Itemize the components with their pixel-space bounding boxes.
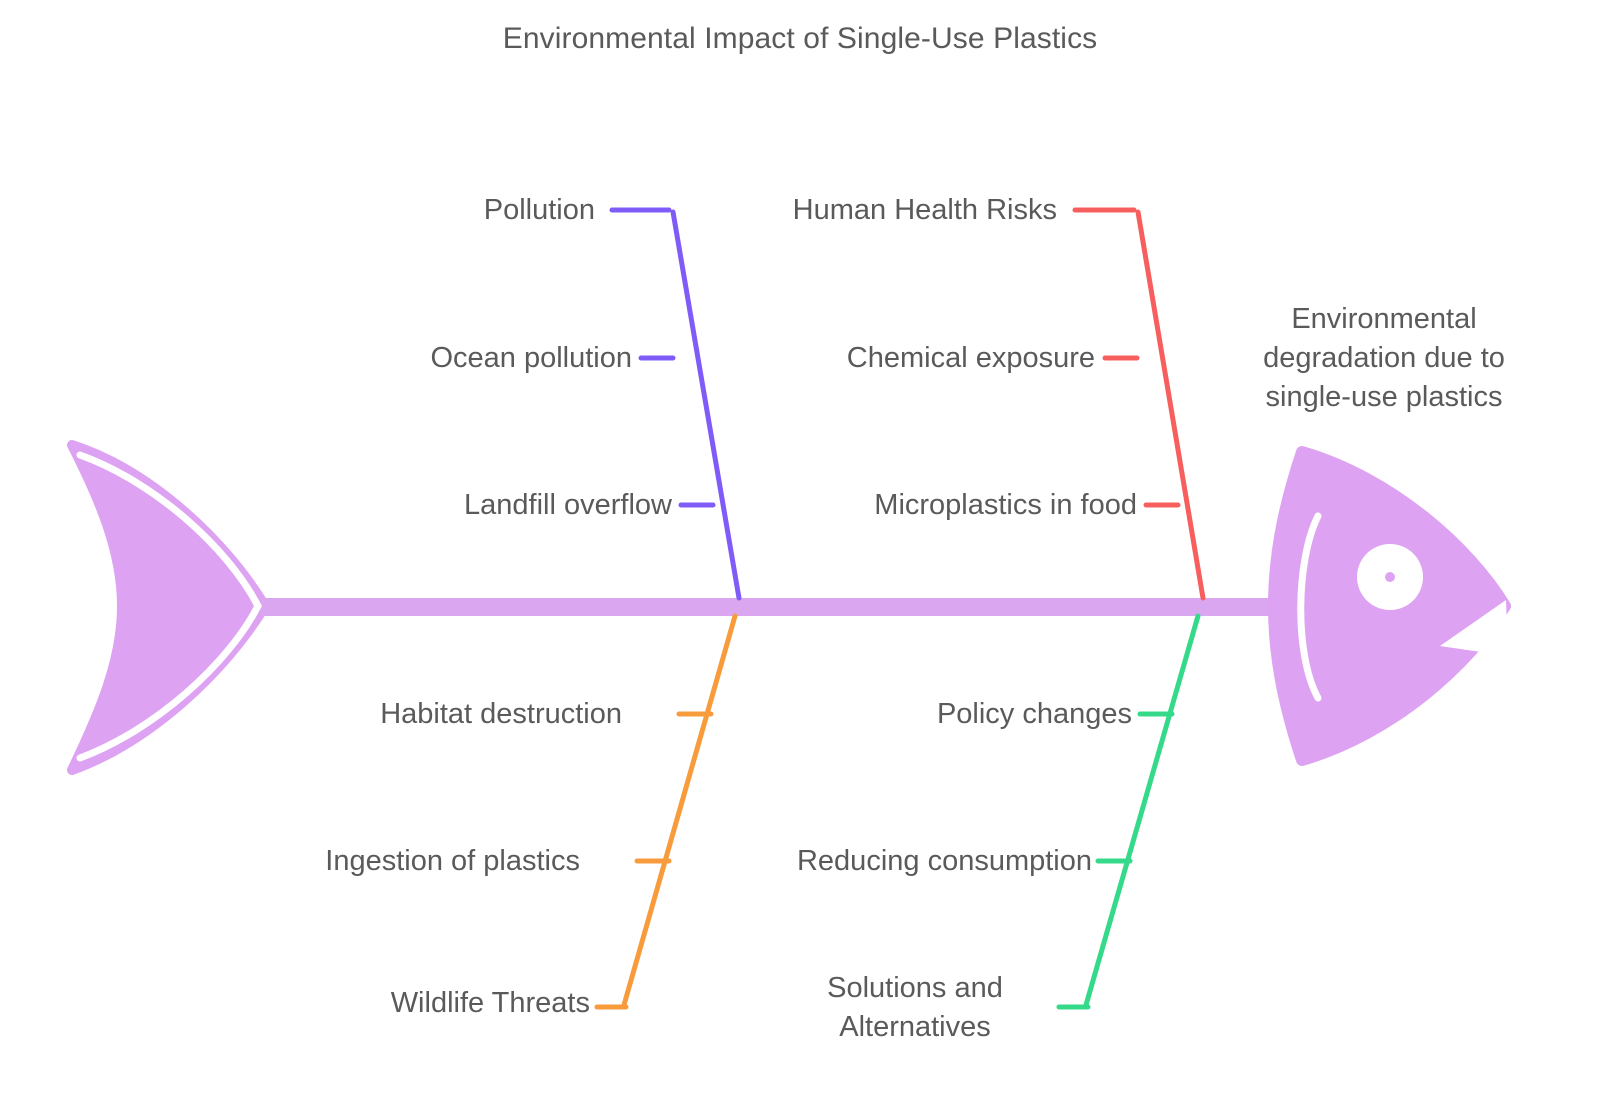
branch-pollution[interactable] bbox=[609, 207, 742, 601]
cause-label-reducing-consumption[interactable]: Reducing consumption bbox=[796, 845, 1092, 877]
category-label-wildlife-threats[interactable]: Wildlife Threats bbox=[390, 987, 590, 1019]
fish-spine bbox=[262, 598, 1272, 616]
branch-line-solutions-and-alternatives bbox=[1083, 613, 1201, 1008]
category-label-solutions-line-2: Alternatives bbox=[839, 1011, 991, 1044]
cause-label-ingestion-of-plastics[interactable]: Ingestion of plastics bbox=[325, 845, 580, 877]
cause-label-chemical-exposure[interactable]: Chemical exposure bbox=[846, 342, 1095, 374]
branch-line-wildlife-threats bbox=[621, 613, 738, 1008]
fish-head bbox=[1268, 446, 1511, 766]
category-label-human-health-risks[interactable]: Human Health Risks bbox=[792, 194, 1057, 226]
category-label-solutions-and-alternatives[interactable]: Solutions and Alternatives bbox=[750, 969, 1080, 1047]
branch-line-human-health-risks bbox=[1135, 209, 1206, 601]
cause-label-policy-changes[interactable]: Policy changes bbox=[936, 698, 1132, 730]
branch-line-pollution bbox=[670, 209, 742, 601]
branch-human-health-risks[interactable] bbox=[1072, 207, 1206, 601]
category-label-pollution[interactable]: Pollution bbox=[483, 194, 595, 226]
cause-label-microplastics-in-food[interactable]: Microplastics in food bbox=[874, 489, 1137, 521]
category-label-solutions-line-1: Solutions and bbox=[827, 972, 1003, 1004]
cause-label-landfill-overflow[interactable]: Landfill overflow bbox=[464, 489, 672, 521]
effect-line-3: single-use plastics bbox=[1265, 381, 1503, 414]
fish-tail bbox=[67, 440, 270, 775]
effect-label: Environmental degradation due to single-… bbox=[1228, 300, 1540, 417]
effect-line-1: Environmental bbox=[1291, 303, 1477, 335]
fish-pupil bbox=[1385, 572, 1395, 582]
cause-label-habitat-destruction[interactable]: Habitat destruction bbox=[380, 698, 622, 730]
branch-solutions-and-alternatives[interactable] bbox=[1056, 613, 1201, 1010]
page-title: Environmental Impact of Single-Use Plast… bbox=[502, 22, 1098, 55]
branch-wildlife-threats[interactable] bbox=[594, 613, 738, 1010]
effect-line-2: degradation due to bbox=[1263, 342, 1505, 375]
cause-label-ocean-pollution[interactable]: Ocean pollution bbox=[430, 342, 632, 374]
